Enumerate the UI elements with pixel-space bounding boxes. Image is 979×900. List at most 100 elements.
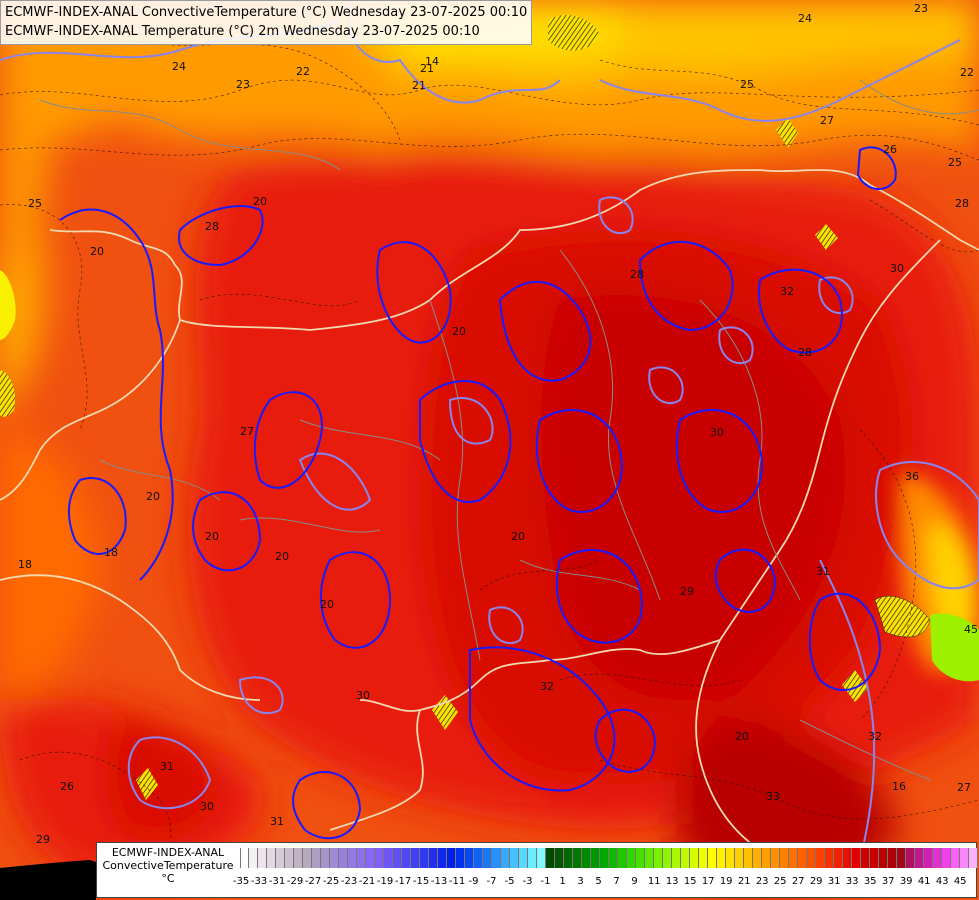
- map-title-box: ECMWF-INDEX-ANAL ConvectiveTemperature (…: [0, 0, 533, 45]
- contour-label: 36: [905, 470, 919, 483]
- legend-swatch: [825, 848, 834, 868]
- contour-label: 28: [630, 268, 644, 281]
- legend-swatch: [636, 848, 645, 868]
- legend-swatch: [807, 848, 816, 868]
- contour-label: 27: [820, 114, 834, 127]
- contour-label: 30: [200, 800, 214, 813]
- legend-swatch: [915, 848, 924, 868]
- legend-swatch: [663, 848, 672, 868]
- legend-swatch: [870, 848, 879, 868]
- legend-swatch: [735, 848, 744, 868]
- contour-label: 25: [28, 197, 42, 210]
- legend-swatch: [249, 848, 258, 868]
- contour-label: 20: [90, 245, 104, 258]
- legend-swatch: [645, 848, 654, 868]
- contour-label: 27: [240, 425, 254, 438]
- contour-label: 30: [890, 262, 904, 275]
- legend-tick-label: 9: [631, 876, 638, 887]
- legend-swatch: [753, 848, 762, 868]
- legend-tick-label: 27: [791, 876, 805, 887]
- contour-label: 29: [36, 833, 50, 846]
- legend-swatch: [834, 848, 843, 868]
- legend-swatch: [384, 848, 393, 868]
- contour-label: 22: [296, 65, 310, 78]
- legend-tick-label: 29: [809, 876, 823, 887]
- legend-swatch: [969, 848, 978, 868]
- contour-label: 16: [892, 780, 906, 793]
- legend-swatch: [312, 848, 321, 868]
- legend-color-bar: [240, 848, 978, 868]
- contour-label: 23: [914, 2, 928, 15]
- legend-tick-label: 3: [577, 876, 584, 887]
- legend-tick-label: -21: [358, 876, 376, 887]
- legend-swatch: [690, 848, 699, 868]
- contour-label: 29: [680, 585, 694, 598]
- contour-label: 32: [540, 680, 554, 693]
- legend-tick-label: 19: [719, 876, 733, 887]
- contour-label: 26: [60, 780, 74, 793]
- legend-swatch: [357, 848, 366, 868]
- legend-tick-label: 17: [701, 876, 715, 887]
- contour-label: 25: [740, 78, 754, 91]
- legend-tick-label: 21: [737, 876, 751, 887]
- legend-swatch: [699, 848, 708, 868]
- legend-swatch: [708, 848, 717, 868]
- contour-label: 45: [964, 623, 978, 636]
- legend-swatch: [402, 848, 411, 868]
- legend-swatch: [681, 848, 690, 868]
- legend-swatch: [816, 848, 825, 868]
- contour-label: 32: [868, 730, 882, 743]
- legend-swatch: [294, 848, 303, 868]
- legend-swatch: [546, 848, 555, 868]
- legend-tick-label: -35: [232, 876, 250, 887]
- contour-label: 22: [960, 66, 974, 79]
- legend-swatch: [330, 848, 339, 868]
- legend-tick-label: -19: [376, 876, 394, 887]
- contour-label: 20: [275, 550, 289, 563]
- legend-swatch: [600, 848, 609, 868]
- legend-swatch: [528, 848, 537, 868]
- legend-swatch: [654, 848, 663, 868]
- legend-tick-label: 37: [881, 876, 895, 887]
- legend-swatch: [501, 848, 510, 868]
- contour-label: 31: [816, 565, 830, 578]
- legend-swatch: [537, 848, 546, 868]
- legend-swatch: [888, 848, 897, 868]
- legend-swatch: [582, 848, 591, 868]
- contour-label: 23: [236, 78, 250, 91]
- legend-swatch: [672, 848, 681, 868]
- legend-swatch: [573, 848, 582, 868]
- legend-swatch: [924, 848, 933, 868]
- color-legend: ECMWF-INDEX-ANAL ConvectiveTemperature °…: [96, 842, 978, 898]
- contour-label: 18: [18, 558, 32, 571]
- title-line-temperature: ECMWF-INDEX-ANAL Temperature (°C) 2m Wed…: [5, 24, 480, 39]
- legend-tick-label: -31: [268, 876, 286, 887]
- legend-swatch: [789, 848, 798, 868]
- legend-swatch: [393, 848, 402, 868]
- legend-swatch: [780, 848, 789, 868]
- legend-tick-label: -17: [394, 876, 412, 887]
- legend-swatch: [240, 848, 249, 868]
- contour-label: 28: [798, 346, 812, 359]
- legend-tick-label: -29: [286, 876, 304, 887]
- contour-label: 20: [205, 530, 219, 543]
- legend-swatch: [618, 848, 627, 868]
- legend-swatch: [285, 848, 294, 868]
- contour-label: 27: [957, 781, 971, 794]
- legend-tick-label: 7: [613, 876, 620, 887]
- legend-tick-label: 5: [595, 876, 602, 887]
- title-line-convective: ECMWF-INDEX-ANAL ConvectiveTemperature (…: [5, 5, 528, 20]
- legend-swatch: [609, 848, 618, 868]
- legend-swatch: [771, 848, 780, 868]
- legend-swatch: [726, 848, 735, 868]
- contour-label: 31: [160, 760, 174, 773]
- legend-swatch: [798, 848, 807, 868]
- legend-swatch: [762, 848, 771, 868]
- legend-swatch: [897, 848, 906, 868]
- contour-label: 20: [253, 195, 267, 208]
- legend-tick-label: -23: [340, 876, 358, 887]
- legend-swatch: [411, 848, 420, 868]
- legend-swatch: [519, 848, 528, 868]
- contour-label: 20: [511, 530, 525, 543]
